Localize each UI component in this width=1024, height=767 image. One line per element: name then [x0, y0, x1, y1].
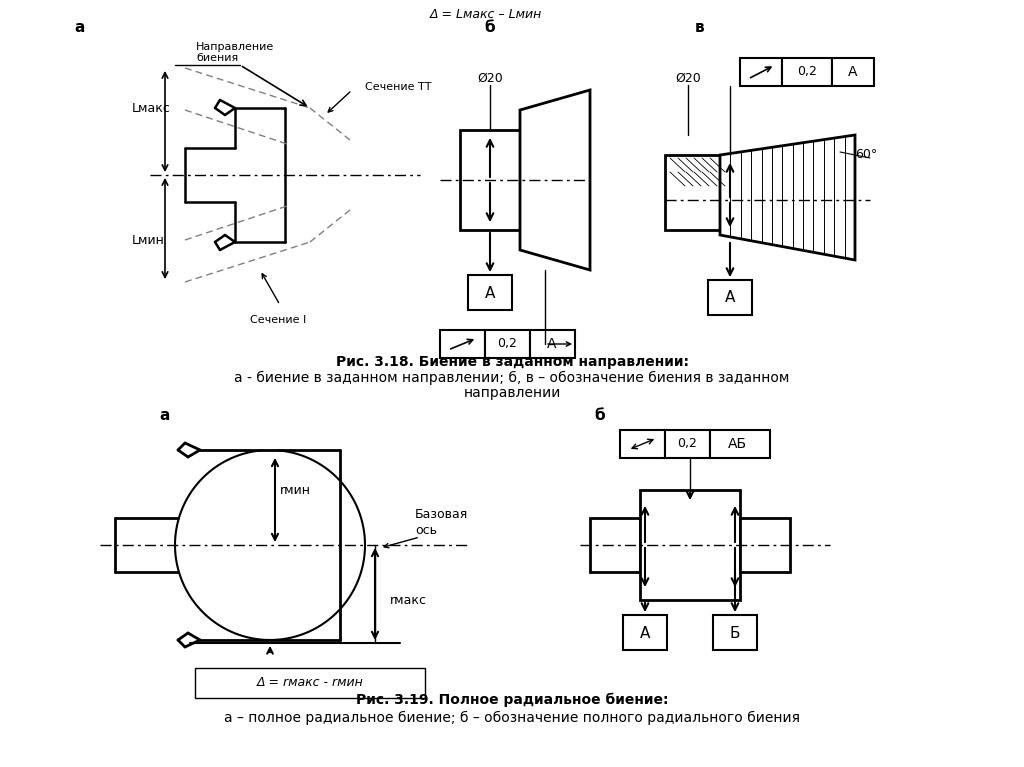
Bar	[440, 330, 485, 358]
Bar	[485, 330, 530, 358]
Text: биения: биения	[196, 53, 239, 63]
Text: rмин: rмин	[280, 483, 311, 496]
Text: Базовая: Базовая	[415, 509, 468, 522]
Bar	[740, 58, 782, 86]
Bar	[620, 430, 665, 458]
Text: А: А	[725, 291, 735, 305]
Text: 0,2: 0,2	[797, 65, 817, 78]
Bar	[740, 518, 790, 572]
Text: 0,2: 0,2	[677, 437, 697, 450]
Text: в: в	[695, 21, 705, 35]
Bar	[468, 275, 512, 310]
Bar	[460, 130, 520, 230]
Text: Рис. 3.18. Биение в заданном направлении:: Рис. 3.18. Биение в заданном направлении…	[336, 355, 688, 369]
Bar	[640, 490, 740, 600]
Bar	[530, 330, 575, 358]
Bar	[708, 280, 752, 315]
Text: Lмин: Lмин	[132, 233, 165, 246]
Polygon shape	[520, 90, 590, 270]
Text: Δ = Lмакс – Lмин: Δ = Lмакс – Lмин	[430, 8, 543, 21]
Bar	[665, 430, 710, 458]
Text: А: А	[848, 65, 858, 79]
Text: АБ: АБ	[727, 437, 746, 451]
Bar	[665, 155, 720, 230]
Text: а – полное радиальное биение; б – обозначение полного радиального биения: а – полное радиальное биение; б – обозна…	[224, 711, 800, 725]
Text: Направление: Направление	[196, 42, 274, 52]
Text: Б: Б	[730, 626, 740, 640]
Text: Δ = rмакс - rмин: Δ = rмакс - rмин	[257, 676, 364, 690]
Text: а: а	[75, 21, 85, 35]
Bar	[782, 58, 831, 86]
Text: А: А	[640, 626, 650, 640]
Text: rмакс: rмакс	[390, 594, 427, 607]
Text: ось: ось	[415, 524, 437, 536]
Bar	[710, 430, 770, 458]
Text: направлении: направлении	[463, 386, 561, 400]
Text: а: а	[160, 407, 170, 423]
Bar	[831, 58, 874, 86]
Text: Сечение ТТ: Сечение ТТ	[365, 82, 431, 92]
Text: Рис. 3.19. Полное радиальное биение:: Рис. 3.19. Полное радиальное биение:	[355, 693, 669, 707]
Text: Ø20: Ø20	[477, 71, 503, 84]
Text: б: б	[595, 407, 605, 423]
Text: б: б	[484, 21, 496, 35]
Polygon shape	[720, 135, 855, 260]
Text: Lмакс: Lмакс	[132, 101, 171, 114]
Text: а - биение в заданном направлении; б, в – обозначение биения в заданном: а - биение в заданном направлении; б, в …	[234, 371, 790, 385]
Bar	[195, 668, 425, 698]
Text: А: А	[547, 337, 557, 351]
Bar	[713, 615, 757, 650]
Text: 0,2: 0,2	[497, 337, 517, 351]
Text: Сечение I: Сечение I	[250, 315, 306, 325]
Bar	[590, 518, 640, 572]
Text: 60°: 60°	[855, 149, 878, 162]
Text: А: А	[484, 285, 496, 301]
Text: Ø20: Ø20	[675, 71, 700, 84]
Bar	[623, 615, 667, 650]
